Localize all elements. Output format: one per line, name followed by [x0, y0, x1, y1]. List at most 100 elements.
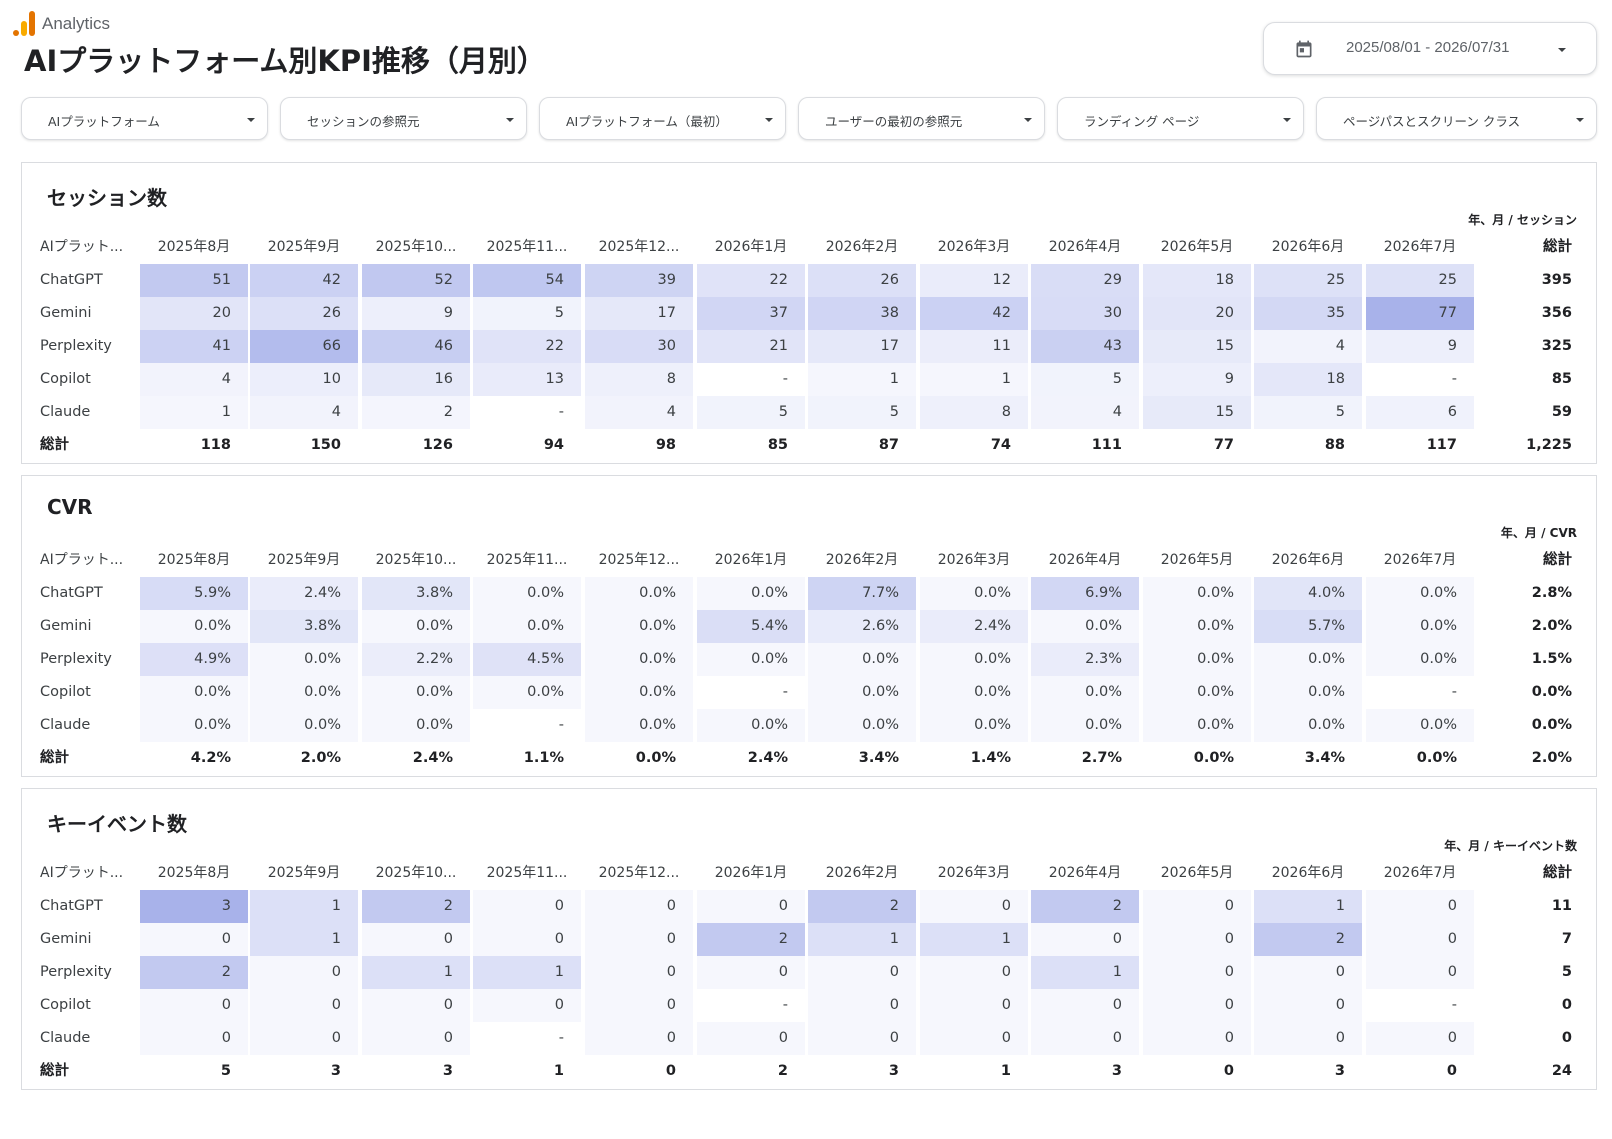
- filter-page-path[interactable]: ページパスとスクリーン クラス: [1316, 97, 1597, 140]
- row-dimension-header[interactable]: AIプラット...: [40, 239, 124, 255]
- row-dimension-header[interactable]: AIプラット...: [40, 552, 124, 568]
- heatmap-cell: 0.0%: [473, 577, 581, 610]
- column-header[interactable]: 2026年7月: [1383, 239, 1457, 255]
- column-header[interactable]: 2026年2月: [825, 239, 899, 255]
- header-row: AIプラット... 2025年8月 2025年9月 2025年10... 2025年11…: [22, 231, 1598, 264]
- heatmap-cell: 0: [140, 989, 248, 1022]
- column-header[interactable]: 2026年4月: [1048, 865, 1122, 881]
- column-header[interactable]: 2025年8月: [157, 865, 231, 881]
- column-header[interactable]: 2025年9月: [267, 865, 341, 881]
- column-header[interactable]: 2025年9月: [267, 239, 341, 255]
- heatmap-cell: 8: [920, 396, 1028, 429]
- column-header[interactable]: 2026年6月: [1271, 239, 1345, 255]
- column-header[interactable]: 2026年2月: [825, 552, 899, 568]
- table-row: Gemini 20 26 9 5 17 37 38 42 30 20 35 77 356: [22, 297, 1598, 330]
- heatmap-cell: -: [782, 371, 788, 387]
- heatmap-cell: 21: [697, 330, 805, 363]
- heatmap-cell: 1: [250, 890, 358, 923]
- filter-ai-platform-first[interactable]: AIプラットフォーム（最初）: [539, 97, 786, 140]
- column-header[interactable]: 2025年8月: [157, 239, 231, 255]
- column-header[interactable]: 2025年10...: [375, 552, 457, 568]
- filter-first-user-source[interactable]: ユーザーの最初の参照元: [798, 97, 1045, 140]
- chevron-down-icon: [1024, 118, 1032, 122]
- column-header[interactable]: 2026年2月: [825, 865, 899, 881]
- sessions-table-panel: セッション数 年、月 / セッション AIプラット... 2025年8月 2025年9月…: [21, 162, 1597, 464]
- heatmap-cell: 0.0%: [920, 709, 1028, 742]
- heatmap-cell: 0: [1366, 923, 1474, 956]
- total-column-header[interactable]: 総計: [1543, 865, 1572, 881]
- heatmap-cell: 0: [250, 989, 358, 1022]
- heatmap-cell: 0: [1254, 1022, 1362, 1055]
- heatmap-cell: 5: [1254, 396, 1362, 429]
- total-column-header[interactable]: 総計: [1543, 552, 1572, 568]
- heatmap-cell: 52: [362, 264, 470, 297]
- heatmap-cell: 12: [920, 264, 1028, 297]
- date-range-picker[interactable]: 2025/08/01 - 2026/07/31: [1263, 22, 1597, 75]
- filter-landing-page[interactable]: ランディング ページ: [1057, 97, 1304, 140]
- column-header[interactable]: 2025年8月: [157, 552, 231, 568]
- table-row: ChatGPT 5.9% 2.4% 3.8% 0.0% 0.0% 0.0% 7.7% 0.0% 6…: [22, 577, 1598, 610]
- heatmap-cell: 0: [1254, 989, 1362, 1022]
- row-total: 0: [1561, 997, 1572, 1013]
- column-header[interactable]: 2025年9月: [267, 552, 341, 568]
- row-label: ChatGPT: [40, 898, 103, 914]
- heatmap-cell: 17: [585, 297, 693, 330]
- chevron-down-icon: [1576, 118, 1584, 122]
- heatmap-cell: 7.7%: [808, 577, 916, 610]
- total-column-header[interactable]: 総計: [1543, 239, 1572, 255]
- column-header[interactable]: 2025年11...: [486, 552, 568, 568]
- column-total: 77: [1213, 437, 1234, 453]
- heatmap-cell: 1: [1031, 956, 1139, 989]
- row-total: 5: [1561, 964, 1572, 980]
- column-header[interactable]: 2026年6月: [1271, 552, 1345, 568]
- heatmap-cell: 0: [1143, 890, 1251, 923]
- column-header[interactable]: 2026年3月: [937, 552, 1011, 568]
- heatmap-cell: 3: [140, 890, 248, 923]
- column-header[interactable]: 2026年7月: [1383, 552, 1457, 568]
- row-dimension-header[interactable]: AIプラット...: [40, 865, 124, 881]
- filter-ai-platform[interactable]: AIプラットフォーム: [21, 97, 268, 140]
- heatmap-cell: 2: [140, 956, 248, 989]
- heatmap-cell: 0: [920, 1022, 1028, 1055]
- column-header[interactable]: 2026年1月: [714, 239, 788, 255]
- column-header[interactable]: 2026年4月: [1048, 552, 1122, 568]
- column-header[interactable]: 2026年3月: [937, 239, 1011, 255]
- column-header[interactable]: 2026年6月: [1271, 865, 1345, 881]
- filter-label: ユーザーの最初の参照元: [825, 114, 963, 129]
- heatmap-cell: 2: [1031, 890, 1139, 923]
- heatmap-cell: 1: [920, 923, 1028, 956]
- column-header[interactable]: 2026年7月: [1383, 865, 1457, 881]
- heatmap-cell: 5.7%: [1254, 610, 1362, 643]
- column-header[interactable]: 2025年10...: [375, 865, 457, 881]
- column-header[interactable]: 2026年1月: [714, 865, 788, 881]
- column-header[interactable]: 2026年4月: [1048, 239, 1122, 255]
- heatmap-cell: 2: [362, 396, 470, 429]
- heatmap-cell: 4: [140, 363, 248, 396]
- heatmap-cell: 0.0%: [697, 709, 805, 742]
- column-total: 3.4%: [858, 750, 899, 766]
- grand-total-value: 2.0%: [1531, 750, 1572, 766]
- heatmap-cell: 0.0%: [808, 643, 916, 676]
- dimension-label: 年、月 / CVR: [1500, 526, 1577, 540]
- column-header[interactable]: 2026年5月: [1160, 865, 1234, 881]
- heatmap-cell: 0: [362, 1022, 470, 1055]
- heatmap-cell: 5: [808, 396, 916, 429]
- heatmap-cell: 4.5%: [473, 643, 581, 676]
- column-header[interactable]: 2025年11...: [486, 239, 568, 255]
- column-header[interactable]: 2026年1月: [714, 552, 788, 568]
- column-header[interactable]: 2026年3月: [937, 865, 1011, 881]
- row-label: ChatGPT: [40, 272, 103, 288]
- column-header[interactable]: 2025年12...: [598, 865, 680, 881]
- heatmap-cell: 0: [585, 956, 693, 989]
- table-row: Perplexity 41 66 46 22 30 21 17 11 43 15 4 9 325: [22, 330, 1598, 363]
- column-header[interactable]: 2025年12...: [598, 552, 680, 568]
- column-header[interactable]: 2025年10...: [375, 239, 457, 255]
- column-header[interactable]: 2026年5月: [1160, 552, 1234, 568]
- column-header[interactable]: 2026年5月: [1160, 239, 1234, 255]
- column-total: 118: [200, 437, 231, 453]
- filter-session-source[interactable]: セッションの参照元: [280, 97, 527, 140]
- heatmap-cell: 3.8%: [250, 610, 358, 643]
- column-header[interactable]: 2025年11...: [486, 865, 568, 881]
- column-header[interactable]: 2025年12...: [598, 239, 680, 255]
- heatmap-cell: 4: [1031, 396, 1139, 429]
